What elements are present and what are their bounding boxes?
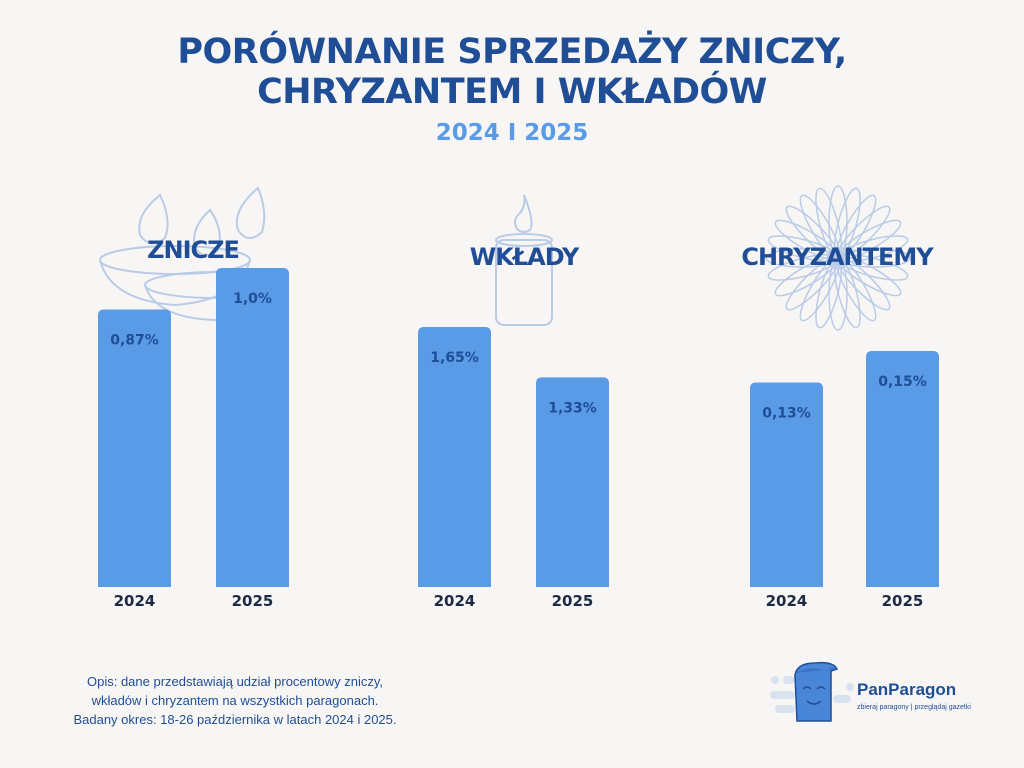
bar-chryzantemy-2025 bbox=[866, 351, 939, 587]
x-tick-label: 2024 bbox=[766, 592, 808, 610]
x-tick-label: 2024 bbox=[434, 592, 476, 610]
description-line: Opis: dane przedstawiają udział procento… bbox=[86, 674, 384, 689]
group-title: CHRYZANTEMY bbox=[741, 243, 934, 271]
bar-chart: ZNICZE 0,87% 2024 1,0% 2025 WKŁADY 1,65% 2024 1,… bbox=[98, 185, 939, 610]
x-tick-label: 2024 bbox=[114, 592, 156, 610]
title-line-1: PORÓWNANIE SPRZEDAŻY ZNICZY, bbox=[177, 32, 847, 72]
bar-znicze-2025 bbox=[216, 268, 289, 587]
logo-tagline: zbieraj paragony | przeglądaj gazetki bbox=[857, 704, 971, 711]
title-line-2: CHRYZANTEM I WKŁADÓW bbox=[257, 72, 767, 112]
x-tick-label: 2025 bbox=[232, 592, 274, 610]
description-line: wkładów i chryzantem na wszystkich parag… bbox=[91, 693, 379, 708]
x-tick-label: 2025 bbox=[552, 592, 594, 610]
chart-title: PORÓWNANIE SPRZEDAŻY ZNICZY, CHRYZANTEM … bbox=[0, 32, 1024, 112]
bar-wkłady-2025 bbox=[536, 377, 609, 587]
bar-znicze-2024 bbox=[98, 309, 171, 587]
bar-value-label: 1,0% bbox=[233, 291, 272, 307]
bar-wkłady-2024 bbox=[418, 327, 491, 587]
chrysanthemum-icon bbox=[765, 185, 911, 331]
candle-icon bbox=[495, 194, 553, 326]
x-tick-label: 2025 bbox=[882, 592, 924, 610]
description: Opis: dane przedstawiają udział procento… bbox=[40, 672, 430, 729]
bar-value-label: 0,87% bbox=[110, 332, 159, 348]
bar-value-label: 0,13% bbox=[762, 405, 811, 421]
chart-subtitle: 2024 I 2025 bbox=[435, 120, 589, 146]
logo-name: PanParagon bbox=[857, 680, 957, 699]
bar-value-label: 1,33% bbox=[548, 400, 597, 416]
bar-value-label: 1,65% bbox=[430, 350, 479, 366]
panparagon-mascot-icon bbox=[770, 661, 854, 722]
bar-chryzantemy-2024 bbox=[750, 382, 823, 587]
description-line: Badany okres: 18-26 października w latac… bbox=[73, 712, 397, 727]
group-title: ZNICZE bbox=[147, 236, 239, 264]
group-title: WKŁADY bbox=[470, 243, 580, 271]
bar-value-label: 0,15% bbox=[878, 374, 927, 390]
